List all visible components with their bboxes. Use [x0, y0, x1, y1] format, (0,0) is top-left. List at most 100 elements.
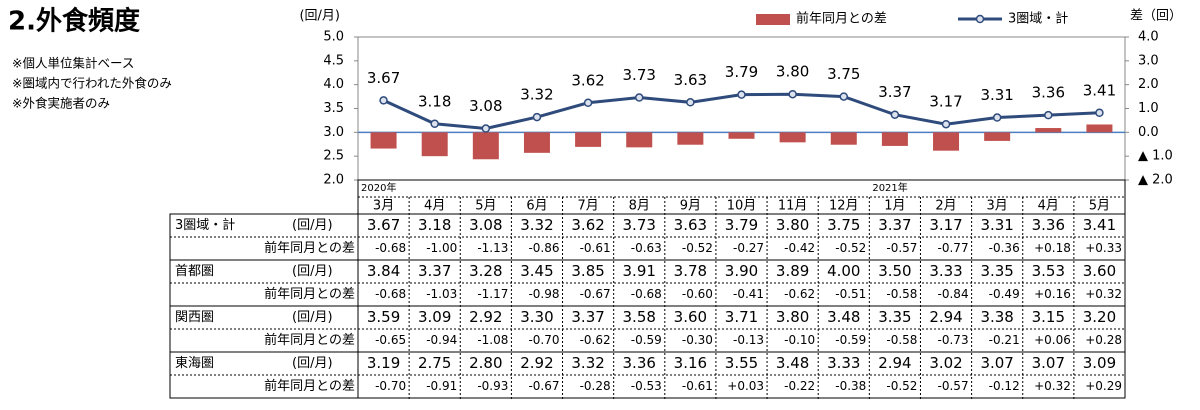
y-tick-label: 3.5: [323, 101, 344, 116]
cell-diff: -0.65: [375, 333, 406, 347]
note: ※外食実施者のみ: [12, 96, 110, 111]
cell-diff: -0.52: [682, 241, 713, 255]
cell-diff: +0.16: [1034, 287, 1071, 301]
cell-value: 3.20: [1083, 308, 1116, 326]
year-label: 2020年: [361, 181, 396, 194]
cell-value: 3.80: [776, 216, 809, 234]
x-tick-label: 6月: [526, 199, 547, 214]
cell-value: 3.73: [623, 216, 656, 234]
cell-diff: -0.27: [733, 241, 764, 255]
line-marker: [737, 90, 746, 99]
x-tick-label: 5月: [1089, 199, 1110, 214]
bar: [881, 132, 908, 146]
line-marker: [1095, 108, 1104, 118]
cell-value: 3.84: [367, 262, 400, 280]
cell-value: 3.32: [571, 354, 604, 372]
x-tick-label: 9月: [680, 199, 701, 214]
note: ※個人単位集計ベース: [12, 56, 134, 71]
bar: [523, 132, 550, 153]
x-tick-label: 8月: [629, 199, 650, 214]
cell-value: 3.50: [878, 262, 911, 280]
cell-diff: +0.33: [1085, 241, 1122, 255]
cell-diff: -0.98: [528, 287, 559, 301]
cell-diff: -0.52: [835, 241, 866, 255]
cell-diff: -0.94: [426, 333, 457, 347]
y-axis-label: (回/月): [299, 9, 340, 24]
cell-diff: -0.42: [784, 241, 815, 255]
line-marker: [839, 92, 849, 101]
cell-value: 3.59: [367, 308, 400, 326]
cell-value: 3.17: [929, 216, 962, 234]
cell-value: 3.08: [469, 216, 502, 234]
cell-value: 3.07: [1032, 354, 1065, 372]
line-marker: [634, 93, 644, 102]
cell-diff: +0.28: [1085, 333, 1122, 347]
cell-value: 3.85: [571, 262, 604, 280]
data-label: 3.79: [725, 63, 758, 81]
cell-value: 2.80: [469, 354, 502, 372]
cell-value: 3.19: [367, 354, 400, 372]
cell-value: 3.62: [571, 216, 604, 234]
cell-value: 3.63: [674, 216, 707, 234]
cell-value: 3.28: [469, 262, 502, 280]
y2-tick-label: 2.0: [1138, 77, 1159, 92]
x-tick-label: 10月: [727, 199, 757, 214]
row-unit: (回/月): [292, 218, 333, 233]
y2-tick-label: 1.0: [1138, 101, 1159, 116]
data-label: 3.31: [980, 86, 1013, 104]
cell-diff: -0.61: [580, 241, 611, 255]
bar: [830, 132, 857, 145]
x-tick-label: 1月: [884, 199, 905, 214]
cell-value: 3.07: [980, 354, 1013, 372]
legend-label: 3圏域・計: [1008, 11, 1068, 27]
cell-value: 3.60: [1083, 262, 1116, 280]
data-label: 3.75: [827, 65, 860, 83]
line-marker: [788, 89, 797, 99]
data-label: 3.18: [418, 92, 451, 110]
data-label: 3.80: [776, 63, 809, 81]
cell-value: 3.60: [674, 308, 707, 326]
cell-value: 3.75: [827, 216, 860, 234]
cell-diff: -0.93: [477, 379, 508, 393]
cell-value: 3.37: [878, 216, 911, 234]
cell-diff: -0.38: [835, 379, 866, 393]
cell-diff: +0.32: [1085, 287, 1122, 301]
data-label: 3.17: [929, 93, 962, 111]
cell-value: 3.89: [776, 262, 809, 280]
cell-value: 3.80: [776, 308, 809, 326]
cell-value: 3.91: [623, 262, 656, 280]
cell-diff: -0.67: [528, 379, 559, 393]
cell-value: 3.55: [725, 354, 758, 372]
y-tick-label: 2.5: [323, 149, 344, 164]
cell-diff: -0.57: [886, 241, 917, 255]
cell-value: 4.00: [827, 262, 860, 280]
data-label: 3.63: [674, 71, 707, 89]
row-diff-label: 前年同月との差: [264, 332, 355, 348]
x-tick-label: 3月: [373, 199, 394, 214]
x-tick-label: 4月: [1038, 199, 1059, 214]
legend-label: 前年同月との差: [796, 11, 887, 27]
row-diff-label: 前年同月との差: [264, 378, 355, 394]
cell-diff: -0.84: [938, 287, 969, 301]
line-marker: [992, 113, 1002, 122]
data-label: 3.36: [1032, 84, 1065, 102]
x-tick-label: 4月: [424, 199, 445, 214]
cell-value: 3.48: [827, 308, 860, 326]
cell-diff: -0.70: [375, 379, 406, 393]
cell-value: 3.71: [725, 308, 758, 326]
legend-swatch: [756, 14, 790, 25]
y2-tick-label: ▲ 2.0: [1138, 173, 1173, 188]
row-unit: (回/月): [292, 356, 333, 371]
cell-diff: -1.03: [426, 287, 457, 301]
cell-value: 3.36: [1032, 216, 1065, 234]
cell-diff: -0.12: [989, 379, 1020, 393]
cell-value: 3.18: [418, 216, 451, 234]
cell-value: 3.90: [725, 262, 758, 280]
cell-diff: -0.22: [784, 379, 815, 393]
row-diff-label: 前年同月との差: [264, 286, 355, 302]
cell-diff: -1.13: [477, 241, 508, 255]
bar: [575, 132, 602, 147]
cell-value: 3.79: [725, 216, 758, 234]
y-tick-label: 5.0: [323, 30, 344, 45]
